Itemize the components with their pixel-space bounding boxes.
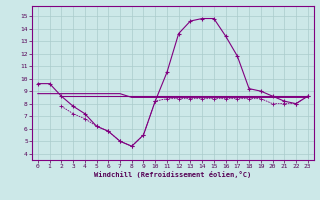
X-axis label: Windchill (Refroidissement éolien,°C): Windchill (Refroidissement éolien,°C)	[94, 171, 252, 178]
